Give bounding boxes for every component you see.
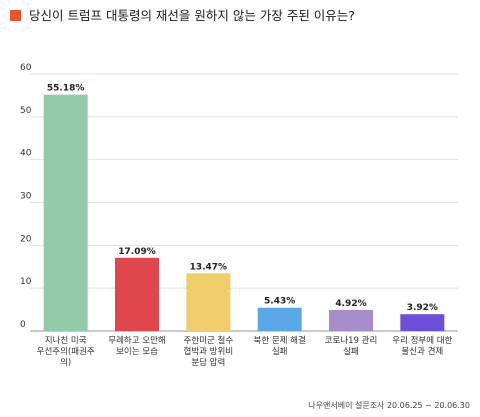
y-tick-label: 10: [20, 277, 32, 287]
x-category-label: 무례하고 오만해 보이는 모습: [108, 335, 165, 357]
x-category-label: 주한미군 철수 협박과 방위비 분담 압력: [184, 335, 234, 368]
bar-value-label: 5.43%: [264, 297, 295, 307]
bar: [43, 94, 88, 332]
y-tick-label: 0: [20, 320, 26, 330]
bar-value-label: 17.09%: [118, 247, 156, 257]
bar-value-label: 4.92%: [335, 299, 366, 309]
y-tick-label: 20: [20, 234, 32, 244]
title-marker-square: [10, 10, 21, 21]
chart-title-row: 당신이 트럼프 대통령의 재선을 원하지 않는 가장 주된 이유는?: [10, 6, 472, 26]
survey-source: 나우앤서베이 설문조사 20.06.25 ~ 20.06.30: [308, 401, 470, 410]
x-category-label: 지나친 미국 우선주의(패권주 의): [37, 335, 95, 368]
y-tick-label: 30: [20, 192, 32, 202]
x-category-label: 코로나19 관리 실패: [325, 335, 378, 357]
bar-value-label: 3.92%: [407, 303, 438, 313]
x-category-label: 우리 정부에 대한 불신과 견제: [392, 335, 452, 357]
bar: [186, 273, 231, 331]
bar: [115, 257, 159, 331]
y-tick-label: 60: [20, 63, 32, 73]
y-tick-label: 40: [20, 149, 32, 159]
y-tick-label: 50: [20, 106, 32, 116]
bar: [400, 314, 445, 331]
bar: [329, 309, 373, 331]
bar-value-label: 13.47%: [190, 262, 228, 272]
bar: [257, 307, 302, 331]
chart-title: 당신이 트럼프 대통령의 재선을 원하지 않는 가장 주된 이유는?: [29, 8, 355, 23]
bar-value-label: 55.18%: [47, 84, 85, 94]
x-category-label: 북한 문제 해결 실패: [254, 335, 306, 357]
